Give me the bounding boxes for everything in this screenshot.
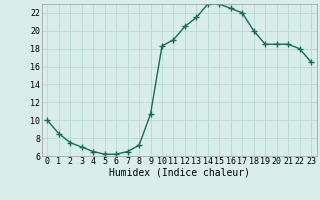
X-axis label: Humidex (Indice chaleur): Humidex (Indice chaleur) [109,168,250,178]
